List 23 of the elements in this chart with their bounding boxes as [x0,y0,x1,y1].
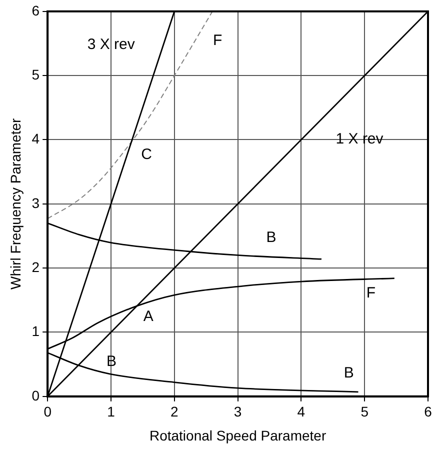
x-tick-label: 4 [297,404,306,420]
x-tick-label: 0 [44,404,52,420]
annotation: F [213,32,222,50]
x-tick-label: 6 [424,404,432,420]
y-tick-label: 6 [32,2,40,18]
x-tick-label: 5 [360,404,369,420]
y-tick-label: 2 [32,258,40,275]
annotation: B [344,364,354,382]
annotation: F [366,284,376,302]
x-axis-title: Rotational Speed Parameter [149,427,326,444]
y-tick-label: 4 [32,130,40,147]
y-tick-label: 5 [32,66,40,82]
y-tick-label: 0 [32,387,40,404]
y-tick-label: 1 [32,323,40,340]
y-tick-label: 3 [32,194,40,211]
y-axis-title: Whirl Frequency Parameter [7,118,24,290]
annotation: B [266,228,276,246]
x-tick-label: 1 [107,404,116,420]
annotation: 3 X rev [87,36,136,54]
x-tick-label: 2 [170,404,178,420]
annotation: A [143,308,154,325]
annotation: C [141,146,152,163]
x-tick-label: 3 [234,404,242,420]
